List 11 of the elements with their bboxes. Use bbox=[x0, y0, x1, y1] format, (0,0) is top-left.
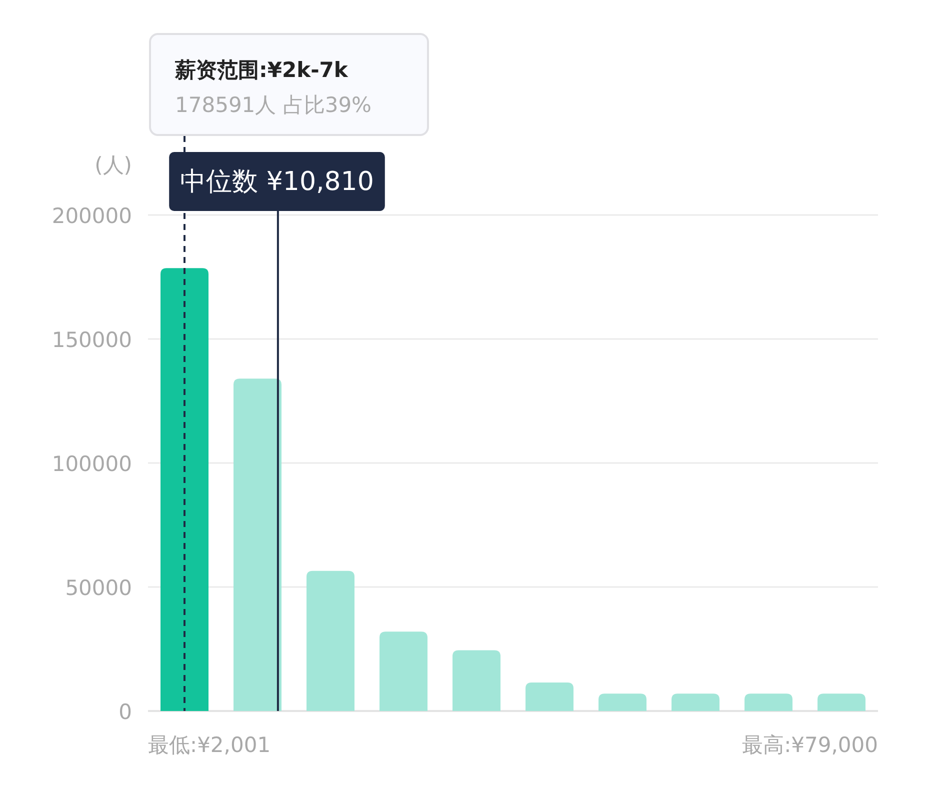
y-tick-label: 100000 bbox=[52, 452, 132, 476]
text: 薪资范围:¥2k-7k bbox=[174, 58, 349, 82]
text: 最高:¥79,000 bbox=[742, 733, 878, 757]
y-tick-label: 200000 bbox=[52, 204, 132, 228]
text: 中位数 ¥10,810 bbox=[180, 167, 374, 197]
text: 最低:¥2,001 bbox=[148, 733, 271, 757]
y-tick-label: 150000 bbox=[52, 328, 132, 352]
y-axis-title: (人) bbox=[94, 153, 132, 177]
y-tick-label: 0 bbox=[118, 700, 132, 724]
text: 178591人 占比39% bbox=[175, 93, 372, 117]
y-tick-label: 50000 bbox=[65, 576, 132, 600]
